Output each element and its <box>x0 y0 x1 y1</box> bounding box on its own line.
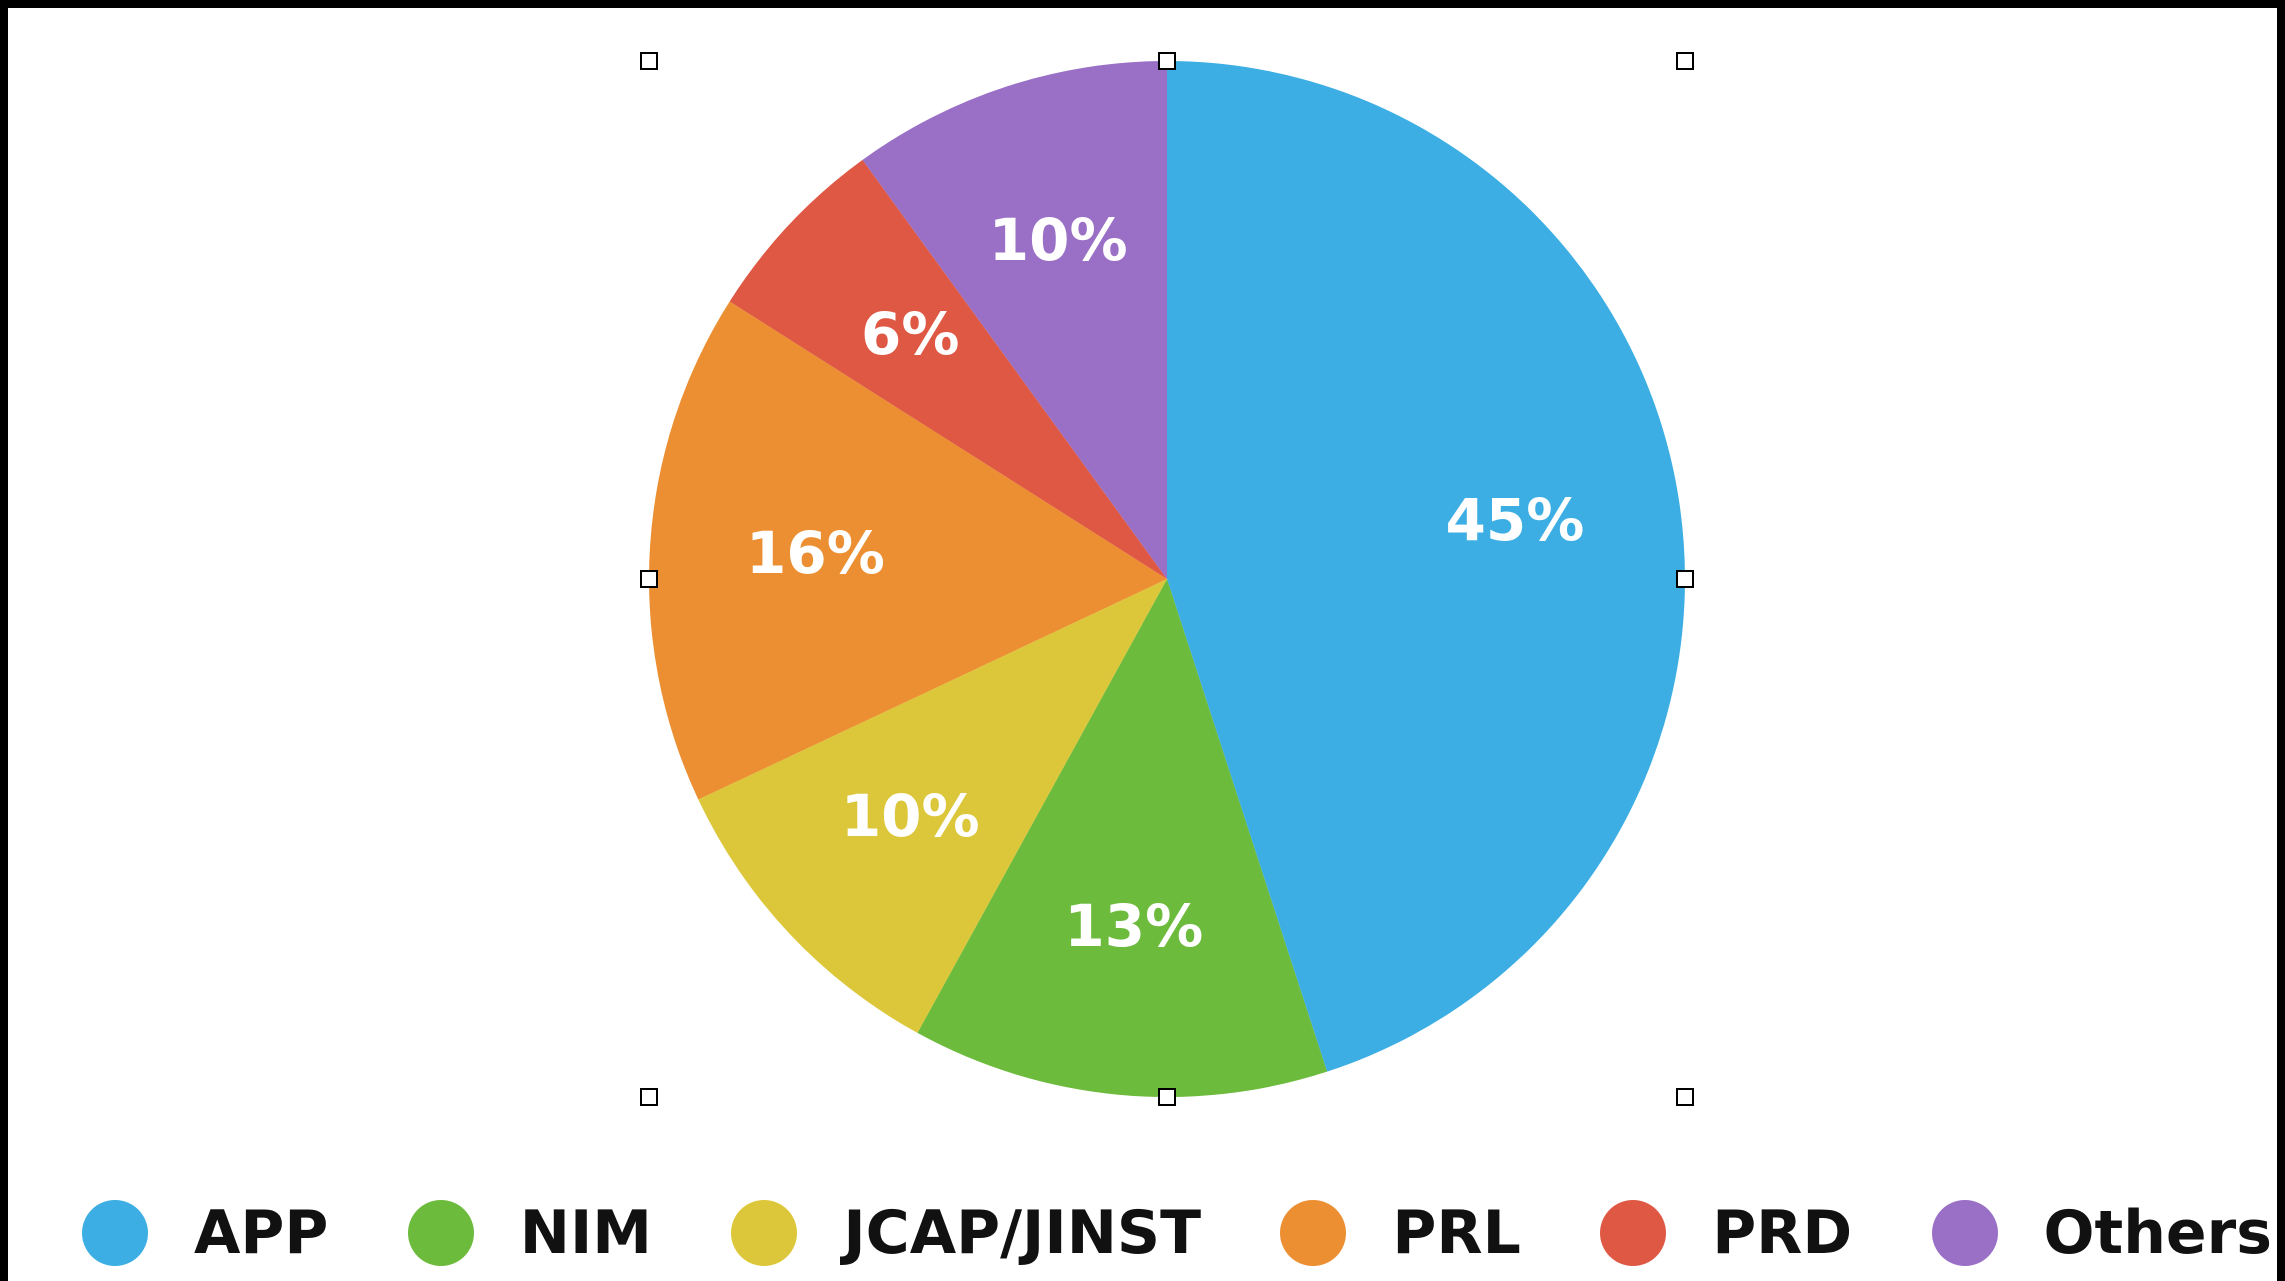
slice-label-jcap-jinst: 10% <box>841 782 980 850</box>
resize-handle-3[interactable] <box>640 570 658 588</box>
resize-handle-1[interactable] <box>1158 52 1176 70</box>
legend-label-jcap-jinst: JCAP/JINST <box>843 1198 1202 1268</box>
pie-slice-others[interactable] <box>862 61 1167 579</box>
pie-labels: 45% 13% 10% 16% 6% 10% <box>746 206 1584 960</box>
legend-swatch-prd <box>1600 1200 1667 1266</box>
resize-handle-2[interactable] <box>1676 52 1694 70</box>
pie-slice-app[interactable] <box>1167 61 1685 1072</box>
resize-handle-6[interactable] <box>1158 1088 1176 1106</box>
legend-item-nim: NIM <box>407 1198 652 1268</box>
legend-label-others: Others <box>2043 1198 2272 1268</box>
pie-slice-nim[interactable] <box>917 579 1328 1097</box>
legend-label-prd: PRD <box>1712 1198 1853 1268</box>
resize-handle-0[interactable] <box>640 52 658 70</box>
legend-item-jcap-jinst: JCAP/JINST <box>731 1198 1201 1268</box>
legend-label-app: APP <box>194 1198 329 1268</box>
legend-label-nim: NIM <box>519 1198 652 1268</box>
legend-item-prd: PRD <box>1600 1198 1852 1268</box>
legend: APP NIM JCAP/JINST PRL PRD Others <box>82 1193 2272 1273</box>
pie-slice-jcap-jinst[interactable] <box>698 579 1167 1033</box>
slice-label-app: 45% <box>1445 486 1584 554</box>
legend-label-prl: PRL <box>1392 1198 1521 1268</box>
slice-label-nim: 13% <box>1064 892 1203 960</box>
legend-item-others: Others <box>1931 1198 2272 1268</box>
pie-slice-prl[interactable] <box>648 301 1167 800</box>
slice-label-prl: 16% <box>746 519 885 587</box>
selection-handles[interactable] <box>640 52 1694 1106</box>
legend-swatch-nim <box>407 1200 474 1266</box>
pie-slices <box>648 61 1685 1097</box>
legend-swatch-app <box>82 1200 148 1266</box>
legend-swatch-jcap-jinst <box>731 1200 798 1266</box>
slice-label-prd: 6% <box>861 300 959 368</box>
legend-swatch-prl <box>1280 1200 1347 1266</box>
pie-chart[interactable]: 45% 13% 10% 16% 6% 10% <box>8 8 2277 1281</box>
legend-item-prl: PRL <box>1280 1198 1521 1268</box>
pie-slice-prd[interactable] <box>729 159 1167 579</box>
chart-canvas: 45% 13% 10% 16% 6% 10% APP NIM JCAP/JINST PRL… <box>8 8 2277 1281</box>
resize-handle-5[interactable] <box>640 1088 658 1106</box>
resize-handle-7[interactable] <box>1676 1088 1694 1106</box>
legend-item-app: APP <box>82 1198 328 1268</box>
resize-handle-4[interactable] <box>1676 570 1694 588</box>
slice-label-others: 10% <box>989 206 1128 274</box>
legend-swatch-others <box>1931 1200 1998 1266</box>
